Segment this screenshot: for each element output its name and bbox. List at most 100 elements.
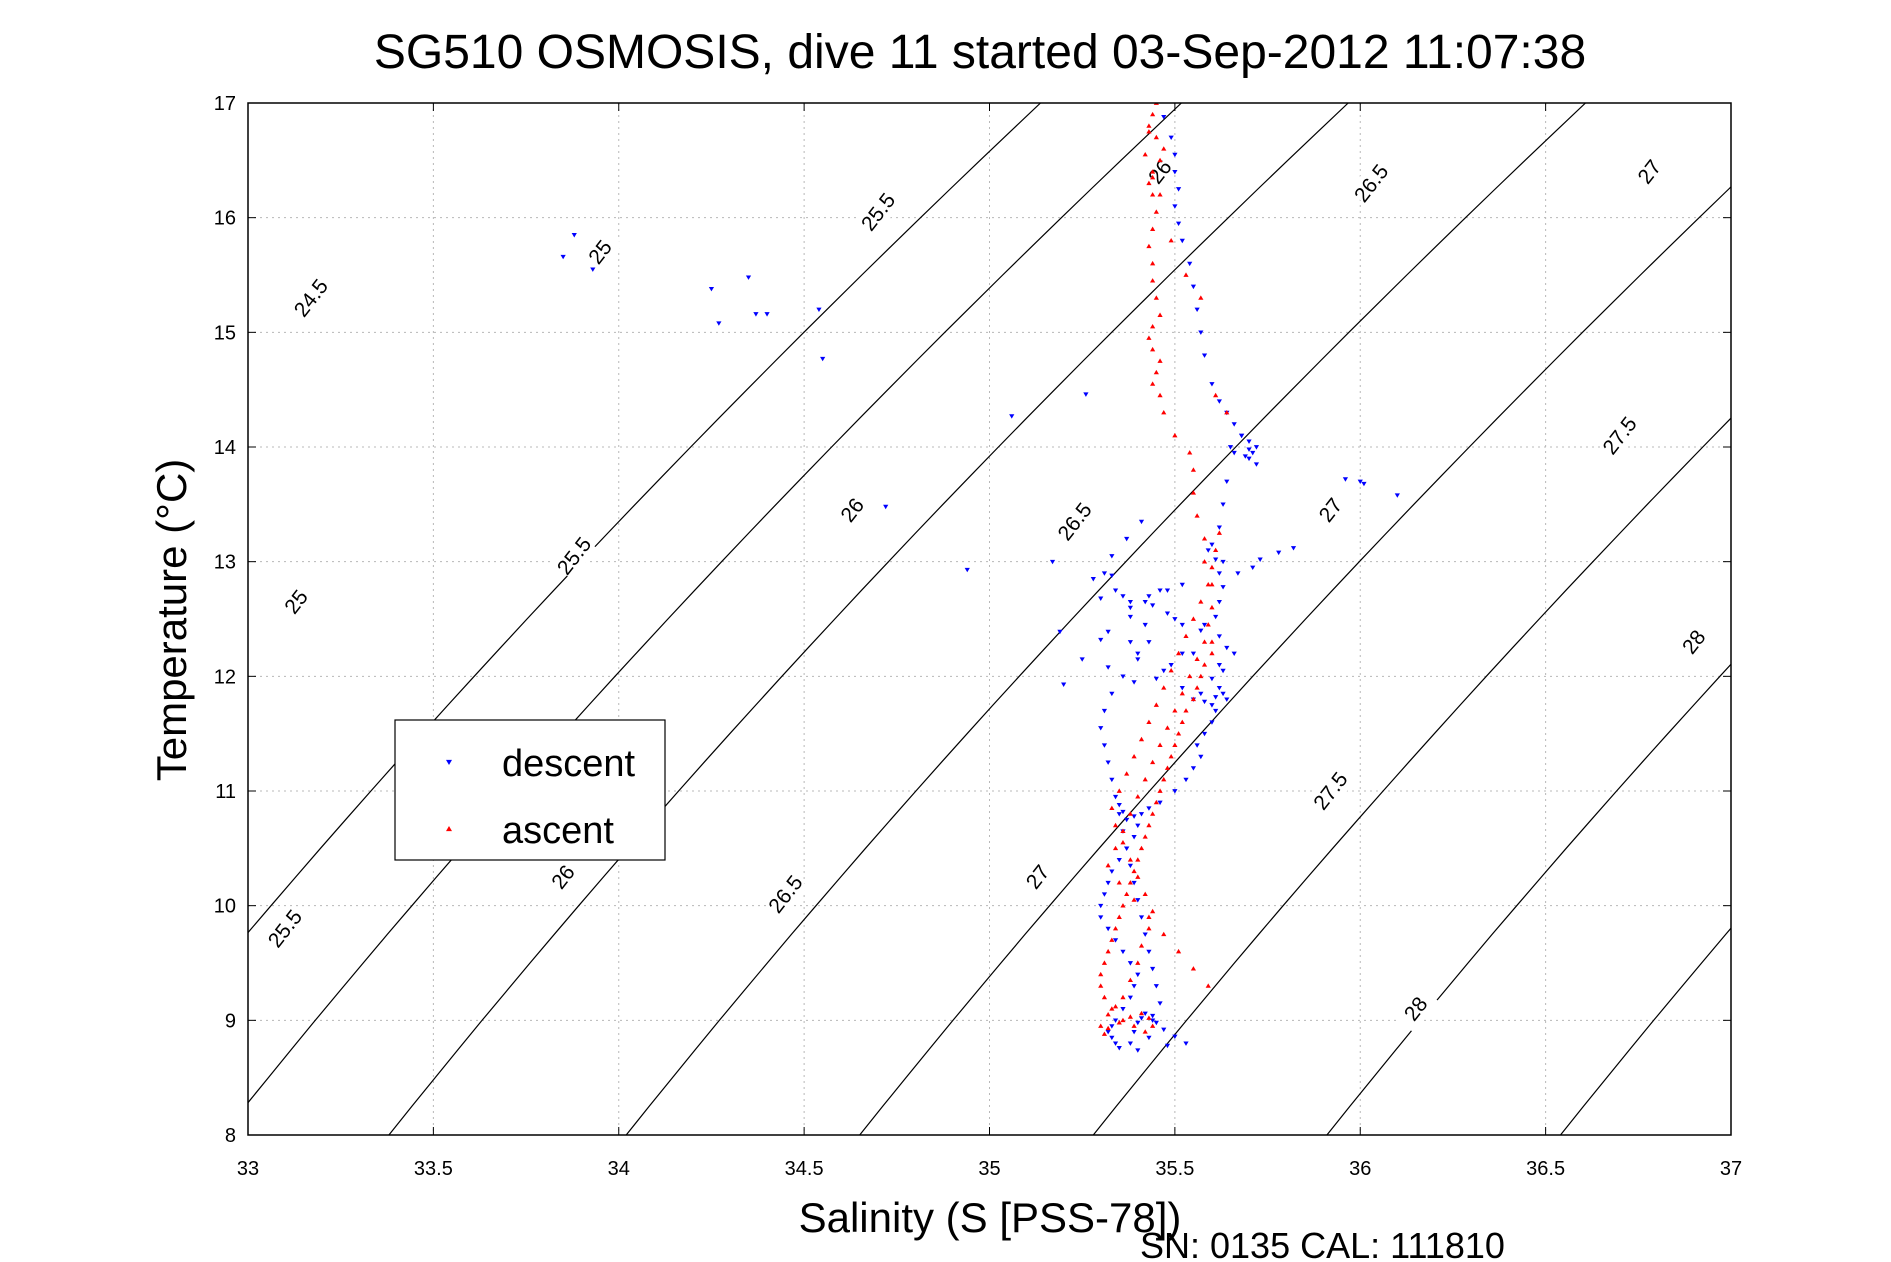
isopycnal-label-bg xyxy=(577,228,623,276)
ascent-point xyxy=(1146,243,1152,249)
ascent-point xyxy=(1150,811,1156,816)
ascent-point xyxy=(1190,616,1197,621)
descent-point xyxy=(1105,665,1111,670)
ascent-point xyxy=(1101,960,1108,965)
ascent-point xyxy=(1146,914,1152,919)
descent-point xyxy=(1220,585,1226,590)
ascent-point xyxy=(1109,1006,1115,1011)
x-tick-label: 33.5 xyxy=(414,1158,453,1180)
isopycnal-line xyxy=(625,103,1587,1135)
ascent-point xyxy=(1216,530,1222,535)
descent-point xyxy=(1098,903,1104,909)
descent-point xyxy=(1164,1043,1171,1049)
descent-point xyxy=(1361,481,1367,487)
ascent-point xyxy=(1142,152,1148,157)
serial-calibration-footer: SN: 0135 CAL: 111810 xyxy=(1140,1225,1505,1262)
descent-point xyxy=(1142,599,1148,605)
descent-point xyxy=(1112,794,1119,800)
descent-point xyxy=(1227,445,1234,450)
y-tick-label: 14 xyxy=(214,437,236,459)
chart-title: SG510 OSMOSIS, dive 11 started 03-Sep-20… xyxy=(374,26,1586,79)
ascent-point xyxy=(1131,1023,1137,1028)
descent-point xyxy=(1109,1024,1115,1029)
descent-point xyxy=(1172,169,1178,175)
ascent-point xyxy=(1135,960,1141,965)
y-tick-label: 15 xyxy=(214,322,236,344)
descent-point xyxy=(1201,699,1208,705)
descent-point xyxy=(883,504,889,510)
descent-point xyxy=(1216,634,1222,639)
ascent-point xyxy=(1172,432,1178,438)
ascent-point xyxy=(1164,765,1171,770)
ascent-point xyxy=(1153,295,1159,300)
x-tick-label: 37 xyxy=(1720,1158,1742,1180)
ascent-point xyxy=(1194,656,1200,661)
ascent-point xyxy=(1109,937,1115,942)
descent-point xyxy=(1127,863,1133,869)
descent-point xyxy=(1179,685,1185,691)
descent-point xyxy=(1098,726,1104,731)
descent-point xyxy=(1216,599,1222,605)
descent-point xyxy=(1213,614,1219,620)
ascent-point xyxy=(1127,977,1133,983)
ascent-point xyxy=(1105,1012,1111,1017)
ascent-point xyxy=(1194,513,1200,518)
ascent-point xyxy=(1179,719,1185,725)
ascent-point xyxy=(1213,392,1219,398)
descent-point xyxy=(1142,622,1148,628)
ascent-point xyxy=(1146,129,1152,134)
descent-point xyxy=(1138,915,1145,920)
descent-point xyxy=(1213,695,1219,700)
descent-point xyxy=(1187,261,1193,267)
ascent-point xyxy=(1157,358,1163,363)
descent-point xyxy=(1216,663,1222,668)
descent-point xyxy=(1161,668,1167,674)
ascent-point xyxy=(1101,994,1108,1000)
descent-point xyxy=(1146,949,1152,955)
legend-label-ascent: ascent xyxy=(502,810,614,852)
ascent-point xyxy=(1150,346,1156,352)
x-tick-label: 34.5 xyxy=(785,1158,824,1180)
y-tick-label: 16 xyxy=(214,208,236,230)
descent-point xyxy=(1146,640,1152,645)
descent-point xyxy=(1224,697,1230,702)
descent-point xyxy=(1098,637,1104,643)
ascent-point xyxy=(1127,857,1133,862)
descent-point xyxy=(1190,651,1197,656)
descent-point xyxy=(1209,720,1215,725)
ascent-point xyxy=(1116,880,1122,885)
descent-point xyxy=(1079,657,1085,662)
descent-point xyxy=(1124,846,1130,851)
y-tick-label: 17 xyxy=(214,93,236,115)
legend-marker-ascent xyxy=(446,826,452,832)
ascent-point xyxy=(1150,381,1156,386)
descent-point xyxy=(1101,743,1108,748)
descent-point xyxy=(1205,548,1211,553)
ascent-point xyxy=(1146,123,1152,128)
ascent-point xyxy=(1105,1025,1111,1031)
descent-point xyxy=(1112,1041,1119,1046)
isopycnal-label-bg xyxy=(273,578,319,626)
ascent-point xyxy=(1098,971,1104,977)
ascent-point xyxy=(1205,983,1211,988)
descent-point xyxy=(1131,984,1137,989)
descent-point xyxy=(1235,571,1241,576)
descent-point xyxy=(1239,433,1245,439)
descent-point xyxy=(1231,651,1237,656)
ascent-point xyxy=(1168,668,1174,673)
isopycnal-label-bg xyxy=(540,853,586,901)
ascent-point xyxy=(1120,903,1126,908)
descent-point xyxy=(1253,445,1260,450)
descent-point xyxy=(1057,629,1063,635)
ascent-point xyxy=(1187,450,1193,455)
ascent-point xyxy=(1112,926,1119,931)
descent-point xyxy=(1246,439,1252,444)
descent-point xyxy=(1213,557,1219,562)
descent-point xyxy=(1220,691,1226,697)
descent-point xyxy=(1216,525,1222,530)
ascent-point xyxy=(1131,868,1137,874)
ascent-point xyxy=(1120,840,1126,845)
ascent-point xyxy=(1198,599,1204,604)
descent-point xyxy=(1164,588,1171,593)
